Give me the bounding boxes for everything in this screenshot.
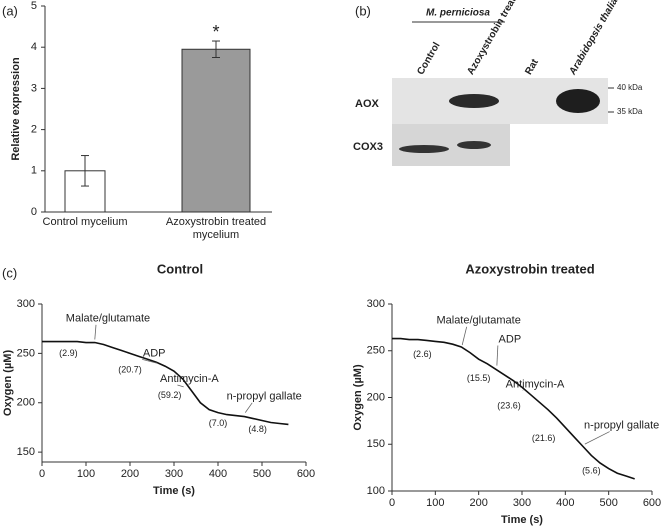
x-tick-label: 100 <box>77 468 95 480</box>
band <box>457 141 491 149</box>
y-tick-label: 200 <box>17 397 35 409</box>
leader <box>584 431 610 445</box>
y-tick-label: 0 <box>31 206 37 218</box>
y-tick-label: 300 <box>17 298 35 310</box>
y-tick-label: 150 <box>17 446 35 458</box>
y-tick-label: 2 <box>31 124 37 136</box>
y-axis-label: Relative expression <box>10 57 22 161</box>
marker-label: 35 kDa <box>617 107 643 116</box>
annotation: n-propyl gallate <box>584 419 659 431</box>
rate-label: (20.7) <box>118 365 142 375</box>
annotation: ADP <box>143 347 166 359</box>
x-tick-label: 200 <box>469 497 487 509</box>
y-tick-label: 5 <box>31 0 37 12</box>
rate-label: (23.6) <box>497 400 521 410</box>
x-tick-label: Control mycelium <box>42 216 128 228</box>
y-tick-label: 200 <box>367 391 385 403</box>
x-tick-label: 0 <box>389 497 395 509</box>
group-label: M. perniciosa <box>426 8 490 19</box>
y-tick-label: 4 <box>31 41 37 53</box>
y-tick-label: 300 <box>367 298 385 310</box>
leader <box>177 384 184 388</box>
annotation: Malate/glutamate <box>436 315 520 327</box>
bar <box>181 48 251 213</box>
y-tick-label: 250 <box>17 347 35 359</box>
bar <box>64 170 106 213</box>
x-axis-label: Time (s) <box>501 514 543 526</box>
row-label: AOX <box>355 98 380 110</box>
x-tick-label: 500 <box>599 497 617 509</box>
panel-label: (b) <box>355 3 371 18</box>
rate-label: (5.6) <box>582 466 601 476</box>
annotation: Malate/glutamate <box>66 313 150 325</box>
leader <box>461 326 468 346</box>
y-axis-label: Oxygen (µM) <box>2 350 14 417</box>
rate-label: (21.6) <box>532 433 556 443</box>
x-tick-label: 400 <box>209 468 227 480</box>
x-tick-label: 400 <box>556 497 574 509</box>
annotation: Antimycin-A <box>506 378 565 390</box>
y-tick-label: 100 <box>367 485 385 497</box>
x-tick-label: 600 <box>643 497 661 509</box>
rate-label: (15.5) <box>467 373 491 383</box>
y-tick-label: 150 <box>367 438 385 450</box>
band <box>449 94 499 108</box>
line <box>392 337 635 480</box>
x-tick-label: 200 <box>121 468 139 480</box>
annotation: Antimycin-A <box>160 373 219 385</box>
x-tick-label: 300 <box>165 468 183 480</box>
panel-label: (a) <box>2 3 18 18</box>
rate-label: (2.6) <box>413 349 432 359</box>
lane-label: Rat <box>523 57 541 77</box>
annotation: ADP <box>499 333 522 345</box>
rate-label: (2.9) <box>59 348 78 358</box>
panel-label: (c) <box>2 265 17 280</box>
band <box>556 89 600 113</box>
band <box>399 145 449 153</box>
x-tick-label: Azoxystrobin treated mycelium <box>165 216 267 241</box>
rate-label: (59.2) <box>158 390 182 400</box>
x-tick-label: 600 <box>297 468 315 480</box>
x-tick-label: 0 <box>39 468 45 480</box>
chart-title: Control <box>157 261 203 276</box>
lane-label: Arabidopsis thaliana <box>567 0 626 78</box>
row-label: COX3 <box>353 141 383 153</box>
y-tick-label: 3 <box>31 82 37 94</box>
lane-label: Control <box>415 40 442 76</box>
x-tick-label: 500 <box>253 468 271 480</box>
annotation: * <box>212 22 219 42</box>
marker-label: 40 kDa <box>617 83 643 92</box>
line <box>42 340 289 426</box>
x-axis-label: Time (s) <box>153 485 195 497</box>
x-tick-label: 300 <box>513 497 531 509</box>
leader <box>142 358 158 364</box>
chart-title: Azoxystrobin treated <box>465 261 594 276</box>
annotation: n-propyl gallate <box>227 391 302 403</box>
leader <box>94 324 97 340</box>
rate-label: (7.0) <box>209 418 228 428</box>
y-tick-label: 1 <box>31 165 37 177</box>
leader <box>244 402 253 413</box>
rate-label: (4.8) <box>248 424 267 434</box>
y-tick-label: 250 <box>367 345 385 357</box>
x-tick-label: 100 <box>426 497 444 509</box>
blot-cox3 <box>392 124 510 166</box>
leader <box>496 345 499 366</box>
y-axis-label: Oxygen (µM) <box>352 364 364 431</box>
